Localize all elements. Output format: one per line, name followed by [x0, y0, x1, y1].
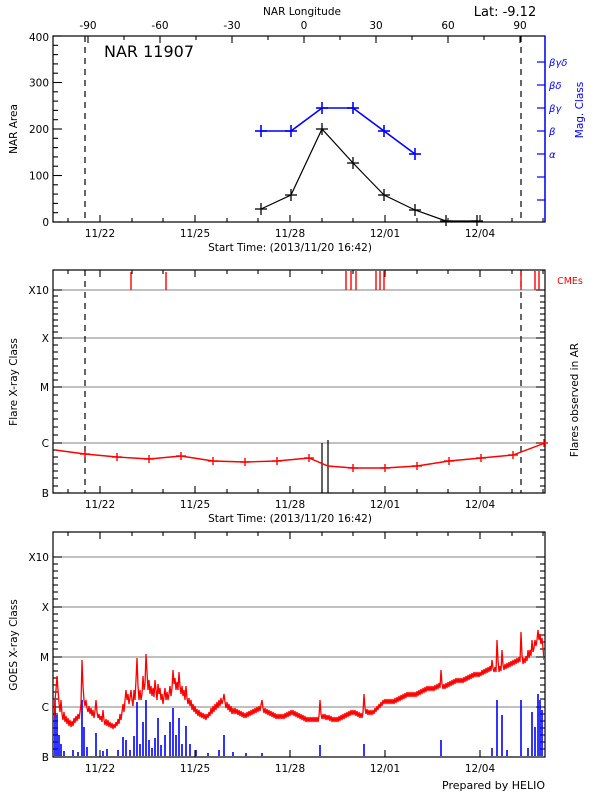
panel3-gridlines: [53, 556, 545, 708]
panel2-right-axis-label: Flares observed in AR: [569, 343, 581, 457]
x-tick-label: 11/25: [180, 228, 210, 240]
top-tick-label: 30: [369, 20, 382, 32]
y-tick-label: 200: [29, 124, 49, 136]
y-tick-label: X: [42, 333, 49, 345]
panel1-right-ticks: [537, 61, 545, 201]
panel2-x-tick-labels: 11/22 11/25 11/28 12/01 12/04: [85, 499, 496, 511]
flare-event-lines: [321, 440, 329, 493]
panel2-frame: [52, 269, 546, 494]
top-tick-label: -60: [151, 20, 168, 32]
top-axis-title: NAR Longitude: [263, 6, 341, 18]
mag-class-label: α: [549, 150, 556, 161]
panel1-y-tick-labels: 0 100 200 300 400: [29, 32, 49, 229]
x-tick-label: 11/22: [85, 763, 115, 775]
panel1-right-tick-labels: βγδ βδ βγ β α: [548, 58, 567, 161]
panel3-y-axis-label: GOES X-ray Class: [8, 599, 20, 690]
panel2-top-ticks: [67, 270, 544, 277]
top-tick-label: 0: [301, 20, 308, 32]
panel2-gridlines: [53, 289, 545, 444]
goes-flux-series: [54, 629, 544, 730]
mag-class-label: βγ: [548, 104, 562, 115]
nar-title: NAR 11907: [104, 42, 194, 61]
nar-area-markers: [255, 123, 483, 226]
panel2-y-axis-label: Flare X-ray Class: [8, 338, 20, 426]
y-tick-label: X10: [28, 552, 49, 564]
y-tick-label: 400: [29, 32, 49, 44]
prepared-by-label: Prepared by HELIO: [442, 779, 545, 792]
mag-class-label: βδ: [548, 81, 562, 92]
y-tick-label: 0: [42, 217, 49, 229]
x-tick-label: 12/04: [465, 499, 496, 511]
cmes-legend-label: CMEs: [557, 276, 583, 287]
x-tick-label: 11/25: [180, 499, 210, 511]
panel1-y-axis-label: NAR Area: [8, 104, 20, 154]
panel-goes-xray-class: X10 X M C B GOES X-ray Class: [8, 531, 546, 775]
background-flare-markers: [80, 439, 548, 472]
x-tick-label: 11/28: [275, 763, 305, 775]
panel2-y-ticks: [53, 289, 62, 494]
top-axis-ticks: -90 -60 -30 0 30 60 90: [79, 20, 526, 32]
panel-flare-xray-class: X10 X M C B Flare X-ray Class Flares obs…: [8, 269, 583, 525]
background-flare-level-series: [54, 442, 546, 469]
x-tick-label: 12/04: [465, 228, 496, 240]
x-tick-label: 11/28: [275, 228, 305, 240]
panel1-y-ticks: [53, 35, 62, 223]
panel1-top-ticks: [87, 36, 521, 43]
y-tick-label: B: [42, 752, 49, 764]
x-tick-label: 11/28: [275, 499, 305, 511]
top-tick-label: -90: [79, 20, 96, 32]
x-tick-label: 12/01: [370, 228, 400, 240]
mag-class-label: β: [548, 127, 556, 138]
y-tick-label: M: [40, 382, 49, 394]
x-tick-label: 12/04: [465, 763, 496, 775]
y-tick-label: 100: [29, 171, 49, 183]
panel2-y-tick-labels: X10 X M C B: [28, 285, 49, 500]
panel1-x-tick-labels: 11/22 11/25 11/28 12/01 12/04: [85, 228, 496, 240]
goes-event-bars: [54, 694, 543, 756]
top-tick-label: -30: [223, 20, 240, 32]
panel1-right-axis-label: Mag. Class: [574, 82, 586, 138]
mag-class-markers: [255, 102, 421, 160]
top-tick-label: 60: [441, 20, 454, 32]
latitude-label: Lat: -9.12: [474, 5, 536, 20]
mag-class-label: βγδ: [548, 58, 567, 69]
panel2-x-ticks: [67, 486, 544, 493]
x-tick-label: 12/01: [370, 499, 400, 511]
panel-nar-area: 0 100 200 300 400 NAR Area βγδ βδ βγ β α…: [8, 32, 586, 254]
panel2-x-caption: Start Time: (2013/11/20 16:42): [208, 513, 372, 525]
panel3-x-tick-labels: 11/22 11/25 11/28 12/01 12/04: [85, 763, 496, 775]
y-tick-label: C: [42, 702, 49, 714]
y-tick-label: 300: [29, 78, 49, 90]
panel1-x-ticks: [67, 215, 544, 222]
y-tick-label: X: [42, 602, 49, 614]
panel1-x-caption: Start Time: (2013/11/20 16:42): [208, 242, 372, 254]
x-tick-label: 11/25: [180, 763, 210, 775]
top-tick-label: 90: [513, 20, 526, 32]
x-tick-label: 12/01: [370, 763, 400, 775]
nar-area-series: [260, 127, 477, 222]
y-tick-label: B: [42, 488, 49, 500]
panel3-frame-ticks: [67, 532, 544, 757]
x-tick-label: 11/22: [85, 228, 115, 240]
y-tick-label: X10: [28, 285, 49, 297]
panel3-y-tick-labels: X10 X M C B: [28, 552, 49, 764]
panel2-right-ticks: [536, 289, 545, 487]
cme-markers: [130, 271, 540, 290]
panel1-frame: [52, 35, 546, 223]
x-tick-label: 11/22: [85, 499, 115, 511]
panel3-frame: [52, 531, 546, 758]
y-tick-label: M: [40, 652, 49, 664]
y-tick-label: C: [42, 438, 49, 450]
